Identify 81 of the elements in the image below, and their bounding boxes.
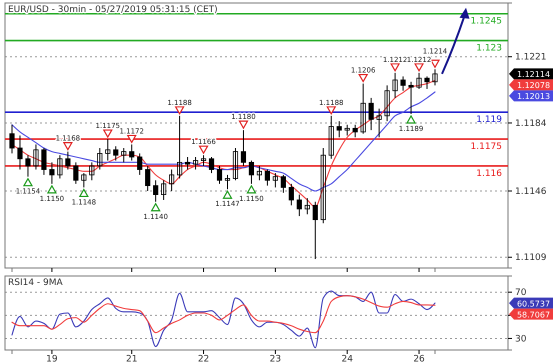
candlestick (145, 165, 150, 192)
ref-line-label: 1.1245 (470, 16, 502, 27)
candlestick (248, 160, 254, 184)
candlestick (272, 172, 278, 188)
candlestick (304, 198, 310, 215)
candlestick (376, 108, 382, 138)
candlestick (416, 72, 422, 90)
candlestick (169, 169, 174, 192)
candlestick (352, 124, 358, 138)
text: 60.5737 (516, 299, 550, 308)
candlestick (105, 138, 110, 162)
ref-line-label: 1.116 (476, 168, 502, 179)
chart-title: RSI14 - 9MA (8, 278, 64, 288)
candlestick (161, 180, 166, 200)
candlestick (208, 156, 214, 174)
candlestick (432, 68, 438, 86)
candlestick (288, 183, 294, 206)
y-tick-label: 70 (515, 288, 527, 298)
x-tick-label: 23 (270, 354, 282, 362)
candlestick (9, 124, 15, 154)
candlestick (312, 201, 318, 260)
candlestick (368, 97, 374, 131)
candlestick (81, 172, 86, 188)
candlestick (384, 84, 390, 122)
candlestick (424, 76, 430, 90)
candlestick (360, 83, 366, 134)
text: 1.12013 (516, 92, 550, 102)
candlestick (153, 180, 158, 202)
x-tick-label: 24 (341, 354, 354, 362)
candlestick (328, 115, 334, 160)
candlestick (216, 165, 222, 184)
candlestick (256, 165, 262, 181)
candlestick (296, 194, 302, 217)
candlestick (232, 148, 238, 181)
candlestick (121, 148, 126, 163)
candlestick (392, 72, 398, 98)
candlestick (336, 120, 342, 138)
candlestick (97, 148, 102, 170)
x-tick-label: 22 (198, 354, 210, 362)
candlestick (65, 151, 70, 170)
candlestick (344, 124, 350, 136)
x-tick-label: 26 (413, 354, 426, 362)
ref-line-label: 1.119 (476, 115, 502, 126)
candlestick (57, 154, 62, 179)
chart-title: EUR/USD - 30min - 05/27/2019 05:31:15 (CET) (8, 5, 218, 15)
ref-line-label: 1.123 (476, 44, 502, 54)
candlestick (280, 174, 286, 194)
candlestick (89, 162, 94, 181)
candlestick (184, 156, 190, 170)
candlestick (113, 146, 118, 162)
candlestick (264, 169, 270, 186)
candlestick (129, 144, 134, 162)
candlestick (320, 148, 326, 224)
candlestick (400, 76, 406, 92)
text: 1.12078 (516, 81, 550, 90)
y-tick-label: 1.1146 (515, 186, 547, 197)
candlestick (33, 144, 39, 170)
candlestick (17, 135, 23, 170)
y-tick-label: 1.1109 (515, 253, 547, 264)
candlestick (137, 152, 142, 176)
candlestick (41, 148, 47, 176)
x-tick-label: 21 (126, 354, 138, 362)
text: 1.12114 (516, 70, 550, 80)
candlestick (240, 130, 246, 166)
candlestick (200, 154, 206, 166)
ref-line-label: 1.1175 (470, 142, 502, 152)
candlestick (408, 81, 414, 115)
line-series (11, 295, 436, 334)
candlestick (177, 115, 182, 179)
line-series (11, 290, 436, 348)
candlestick (73, 162, 78, 184)
text: 58.7067 (516, 310, 550, 320)
line-series (11, 91, 436, 192)
candlestick (192, 156, 198, 170)
candlestick (25, 154, 31, 178)
y-tick-label: 1.1221 (515, 52, 546, 63)
y-tick-label: 30 (515, 334, 527, 344)
y-tick-label: 1.1184 (515, 118, 547, 129)
candlestick (224, 174, 230, 190)
candlestick (49, 162, 54, 184)
x-tick-label: 19 (46, 354, 58, 362)
